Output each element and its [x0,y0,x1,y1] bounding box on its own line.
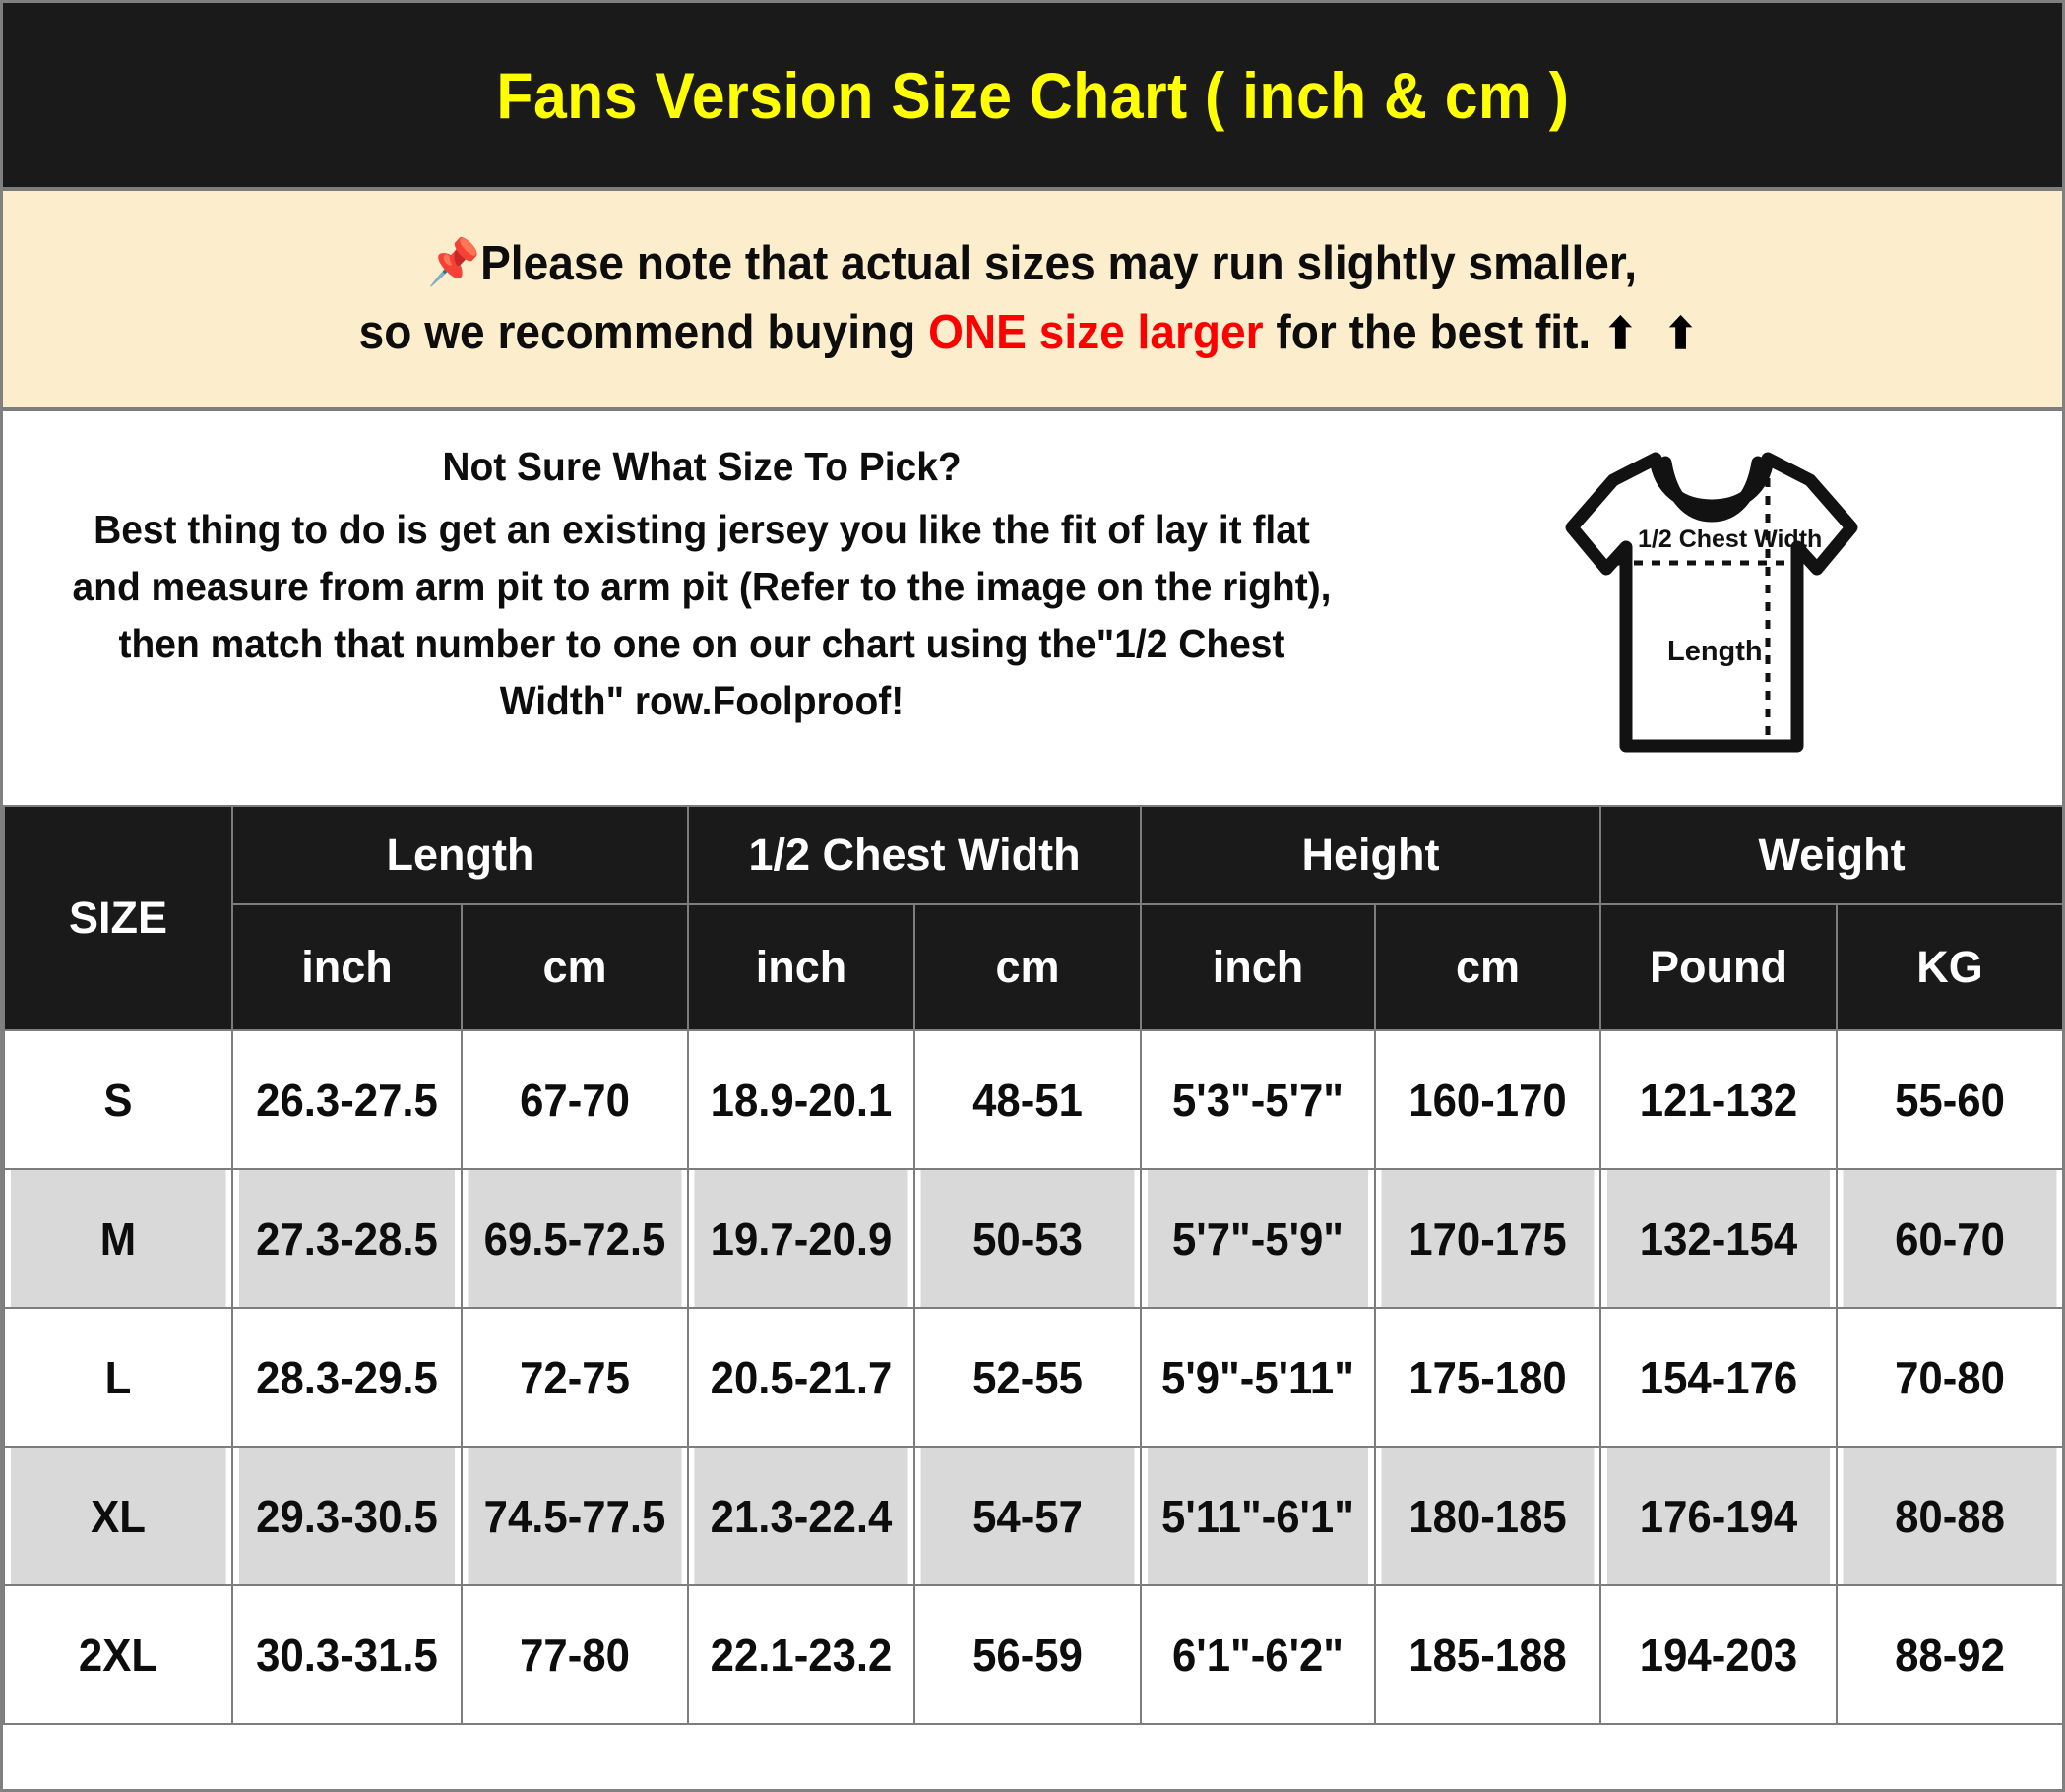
note-line-1: 📌Please note that actual sizes may run s… [428,230,1638,299]
cell-size: XL [8,1446,228,1586]
title-banner: Fans Version Size Chart ( inch & cm ) [3,3,2062,187]
chest-width-label: 1/2 Chest Width [1638,525,1822,553]
cell-weight-kg: 80-88 [1841,1446,2059,1586]
cell-size: L [8,1307,228,1448]
cell-weight-kg: 55-60 [1841,1029,2059,1170]
cell-size: 2XL [8,1584,228,1725]
cell-weight-pound: 132-154 [1605,1168,1832,1309]
cell-chest-inch: 19.7-20.9 [692,1168,910,1309]
info-line-1: Best thing to do is get an existing jers… [94,506,1310,552]
cell-height-cm: 170-175 [1379,1168,1596,1309]
tshirt-diagram-icon: 1/2 Chest Width Length [1565,452,1858,753]
cell-chest-inch: 22.1-23.2 [692,1584,910,1725]
info-line-4: Width" row.Foolproof! [499,678,905,724]
cell-chest-cm: 50-53 [918,1168,1137,1309]
length-label: Length [1667,636,1763,667]
header-length-cm: cm [461,903,689,1031]
cell-length-inch: 30.3-31.5 [236,1584,458,1725]
header-chest-inch: inch [687,903,915,1031]
header-length-inch: inch [231,903,463,1031]
info-line-3: then match that number to one on our cha… [118,621,1285,667]
header-size: SIZE [3,805,233,1031]
note-line-2-suffix: for the best fit. [1264,306,1604,359]
cell-chest-cm: 48-51 [918,1029,1137,1170]
table-row: XL 29.3-30.5 74.5-77.5 21.3-22.4 54-57 5… [4,1446,2062,1586]
cell-weight-kg: 60-70 [1841,1168,2059,1309]
cell-height-inch: 6'1"-6'2" [1146,1584,1371,1725]
cell-length-cm: 72-75 [466,1307,684,1448]
cell-height-inch: 5'9"-5'11" [1146,1307,1371,1448]
note-highlight-one-size-larger: ONE size larger [928,306,1265,359]
cell-length-inch: 28.3-29.5 [236,1307,458,1448]
header-row-units: inch cm inch cm inch cm Pound KG [4,903,2062,1031]
note-line-2-prefix: so we recommend buying [359,306,929,359]
info-body: Best thing to do is get an existing jers… [38,495,1366,730]
cell-size: M [8,1168,228,1309]
cell-height-inch: 5'7"-5'9" [1146,1168,1371,1309]
arrow-up-icon: ⬆ ⬆ [1603,310,1706,358]
cell-height-cm: 175-180 [1379,1307,1596,1448]
cell-chest-cm: 54-57 [918,1446,1137,1586]
page-title: Fans Version Size Chart ( inch & cm ) [496,58,1569,132]
header-height-cm: cm [1374,903,1602,1031]
cell-weight-kg: 88-92 [1841,1584,2059,1725]
header-row-groups: SIZE Length 1/2 Chest Width Height Weigh… [3,805,2062,1031]
cell-chest-cm: 52-55 [918,1307,1137,1448]
cell-chest-inch: 18.9-20.1 [692,1029,910,1170]
info-heading: Not Sure What Size To Pick? [442,444,962,489]
cell-length-inch: 27.3-28.5 [236,1168,458,1309]
cell-height-cm: 160-170 [1379,1029,1596,1170]
note-band: 📌Please note that actual sizes may run s… [3,187,2062,411]
tshirt-body [1565,452,1858,753]
info-line-2: and measure from arm pit to arm pit (Ref… [72,563,1332,609]
cell-height-inch: 5'3"-5'7" [1146,1029,1371,1170]
cell-length-cm: 77-80 [466,1584,684,1725]
tshirt-collar [1658,456,1765,523]
header-length: Length [231,805,689,905]
cell-length-cm: 74.5-77.5 [466,1446,684,1586]
header-chest-width: 1/2 Chest Width [686,805,1143,905]
header-height-inch: inch [1140,903,1377,1031]
cell-weight-kg: 70-80 [1841,1307,2059,1448]
cell-weight-pound: 121-132 [1605,1029,1832,1170]
pushpin-icon: 📌 [427,236,481,288]
cell-height-cm: 185-188 [1379,1584,1596,1725]
cell-length-cm: 69.5-72.5 [466,1168,684,1309]
size-table-body: S 26.3-27.5 67-70 18.9-20.1 48-51 5'3"-5… [4,1029,2062,1725]
table-row: 2XL 30.3-31.5 77-80 22.1-23.2 56-59 6'1"… [4,1584,2062,1725]
cell-weight-pound: 176-194 [1605,1446,1832,1586]
cell-length-inch: 29.3-30.5 [236,1446,458,1586]
cell-chest-cm: 56-59 [918,1584,1137,1725]
header-weight-kg: KG [1836,903,2062,1031]
cell-chest-inch: 20.5-21.7 [692,1307,910,1448]
tshirt-diagram-container: 1/2 Chest Width Length [1401,411,2062,785]
note-line-2: so we recommend buying ONE size larger f… [359,299,1706,368]
table-row: L 28.3-29.5 72-75 20.5-21.7 52-55 5'9"-5… [4,1307,2062,1448]
cell-chest-inch: 21.3-22.4 [692,1446,910,1586]
table-row: S 26.3-27.5 67-70 18.9-20.1 48-51 5'3"-5… [4,1029,2062,1170]
cell-length-cm: 67-70 [466,1029,684,1170]
cell-weight-pound: 154-176 [1605,1307,1832,1448]
note-line-1-text: Please note that actual sizes may run sl… [480,237,1638,291]
header-weight: Weight [1599,805,2062,905]
info-text-column: Not Sure What Size To Pick? Best thing t… [3,411,1401,729]
cell-length-inch: 26.3-27.5 [236,1029,458,1170]
cell-height-cm: 180-185 [1379,1446,1596,1586]
cell-weight-pound: 194-203 [1605,1584,1832,1725]
header-chest-cm: cm [912,903,1143,1031]
header-weight-pound: Pound [1599,903,1839,1031]
cell-height-inch: 5'11"-6'1" [1146,1446,1371,1586]
size-table-head: SIZE Length 1/2 Chest Width Height Weigh… [3,805,2062,1031]
info-block: Not Sure What Size To Pick? Best thing t… [3,411,2062,805]
size-table: SIZE Length 1/2 Chest Width Height Weigh… [3,805,2062,1725]
table-row: M 27.3-28.5 69.5-72.5 19.7-20.9 50-53 5'… [4,1168,2062,1309]
cell-size: S [8,1029,228,1170]
header-height: Height [1140,805,1602,905]
